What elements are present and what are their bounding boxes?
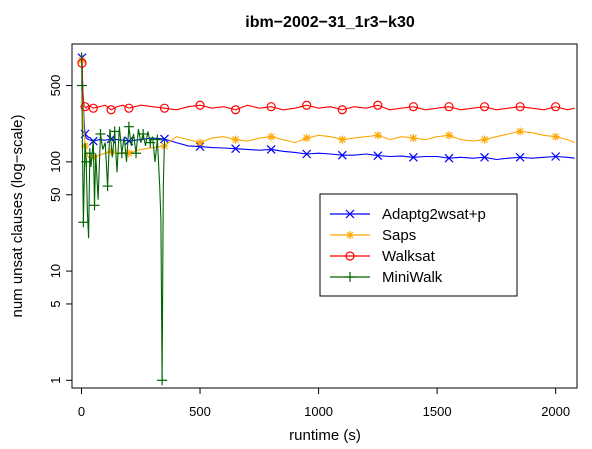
data-point-saps	[231, 135, 240, 144]
data-point-adaptg2wsat-p	[373, 151, 383, 161]
x-axis: 0 500 1000 1500 2000	[78, 387, 570, 419]
data-point-adaptg2wsat-p	[515, 152, 525, 162]
data-point-walksat	[195, 100, 205, 110]
data-point-walksat	[266, 102, 276, 112]
data-point-miniwalk	[116, 148, 127, 159]
data-point-saps	[444, 131, 453, 140]
data-point-adaptg2wsat-p	[266, 144, 276, 154]
legend-item-adaptg2wsat-p: Adaptg2wsat+p	[330, 206, 486, 223]
data-point-miniwalk	[89, 200, 100, 211]
data-point-miniwalk	[123, 121, 134, 132]
data-point-walksat	[124, 103, 134, 113]
data-point-walksat	[515, 102, 525, 112]
data-point-walksat	[106, 105, 116, 115]
x-axis-label: runtime (s)	[289, 427, 361, 444]
data-point-miniwalk	[81, 156, 92, 167]
data-point-walksat	[230, 105, 241, 115]
legend-marker-adaptg2wsat-p	[345, 209, 355, 219]
data-point-walksat	[408, 102, 419, 112]
x-tick-label: 2000	[541, 404, 570, 419]
legend-label-walksat: Walksat	[382, 248, 436, 265]
data-point-miniwalk	[78, 217, 89, 228]
data-point-miniwalk	[102, 181, 113, 192]
data-point-saps	[373, 131, 382, 140]
data-point-saps	[480, 135, 489, 144]
chart-title: ibm−2002−31_1r3−k30	[245, 14, 415, 31]
data-point-miniwalk	[131, 148, 142, 159]
series-line-adaptg2wsat-p	[80, 52, 575, 161]
legend-item-saps: Saps	[330, 227, 416, 244]
legend-label-adaptg2wsat-p: Adaptg2wsat+p	[382, 206, 486, 223]
data-point-miniwalk	[76, 80, 87, 91]
data-point-saps	[338, 135, 347, 144]
data-point-miniwalk	[138, 128, 149, 139]
data-point-walksat	[88, 103, 98, 113]
data-point-saps	[516, 127, 525, 136]
series-layer	[76, 52, 575, 386]
x-tick-label: 0	[78, 404, 85, 419]
legend-item-miniwalk: MiniWalk	[330, 269, 443, 286]
y-tick-label: 5	[48, 300, 63, 307]
data-point-adaptg2wsat-p	[408, 152, 418, 162]
data-point-walksat	[444, 102, 454, 112]
data-point-miniwalk	[157, 375, 168, 386]
data-point-saps	[409, 134, 418, 143]
data-point-saps	[267, 132, 276, 141]
legend: Adaptg2wsat+p Saps Walksat MiniWalk	[319, 193, 518, 297]
data-point-walksat	[479, 102, 490, 112]
data-point-saps	[551, 132, 560, 141]
legend-label-miniwalk: MiniWalk	[382, 269, 443, 286]
series-line-walksat	[80, 52, 575, 111]
data-point-walksat	[159, 103, 170, 113]
y-tick-label: 10	[48, 264, 63, 278]
x-tick-label: 500	[189, 404, 211, 419]
y-tick-label: 1	[48, 377, 63, 384]
legend-marker-saps	[346, 231, 354, 239]
data-point-adaptg2wsat-p	[337, 150, 347, 160]
data-point-adaptg2wsat-p	[231, 144, 241, 154]
data-point-miniwalk	[109, 126, 120, 137]
x-tick-label: 1500	[423, 404, 452, 419]
legend-marker-miniwalk	[345, 272, 355, 282]
x-tick-label: 1000	[304, 404, 333, 419]
data-point-adaptg2wsat-p	[302, 149, 312, 159]
legend-item-walksat: Walksat	[330, 248, 436, 265]
series-line-miniwalk	[80, 52, 166, 381]
data-point-adaptg2wsat-p	[480, 152, 489, 162]
data-point-walksat	[373, 100, 383, 110]
y-tick-label: 100	[48, 151, 63, 173]
legend-label-saps: Saps	[382, 227, 416, 244]
data-point-adaptg2wsat-p	[551, 152, 561, 161]
data-point-adaptg2wsat-p	[444, 153, 454, 163]
data-point-miniwalk	[84, 148, 95, 159]
data-point-saps	[196, 138, 205, 147]
y-tick-label: 500	[48, 75, 63, 97]
series-line-saps	[80, 52, 575, 158]
data-point-miniwalk	[145, 137, 156, 148]
legend-marker-walksat	[345, 251, 355, 261]
series-miniwalk	[76, 52, 168, 386]
y-axis: 1 5 10 50 100 500	[48, 75, 73, 384]
data-point-walksat	[551, 102, 561, 112]
data-point-miniwalk	[152, 134, 163, 145]
y-axis-label: num unsat clauses (log−scale)	[9, 114, 26, 317]
data-point-miniwalk	[95, 128, 106, 139]
y-tick-label: 50	[48, 188, 63, 202]
data-point-walksat	[302, 100, 312, 110]
data-point-adaptg2wsat-p	[160, 134, 169, 144]
data-point-walksat	[337, 105, 347, 115]
data-point-saps	[302, 134, 311, 143]
series-walksat	[77, 52, 575, 115]
